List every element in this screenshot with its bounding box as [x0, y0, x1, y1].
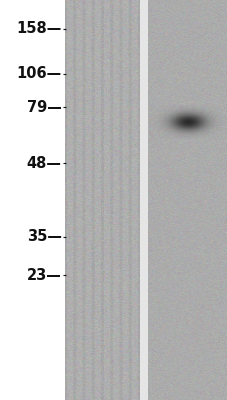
Text: 23—: 23— — [27, 268, 61, 283]
Bar — [148, 0, 227, 400]
Bar — [65, 0, 140, 400]
Text: 35—: 35— — [27, 229, 61, 244]
Text: 158—: 158— — [16, 21, 61, 36]
Text: 79—: 79— — [27, 100, 61, 115]
Bar — [140, 0, 148, 400]
Text: 106—: 106— — [16, 66, 61, 82]
Text: 48—: 48— — [27, 156, 61, 171]
